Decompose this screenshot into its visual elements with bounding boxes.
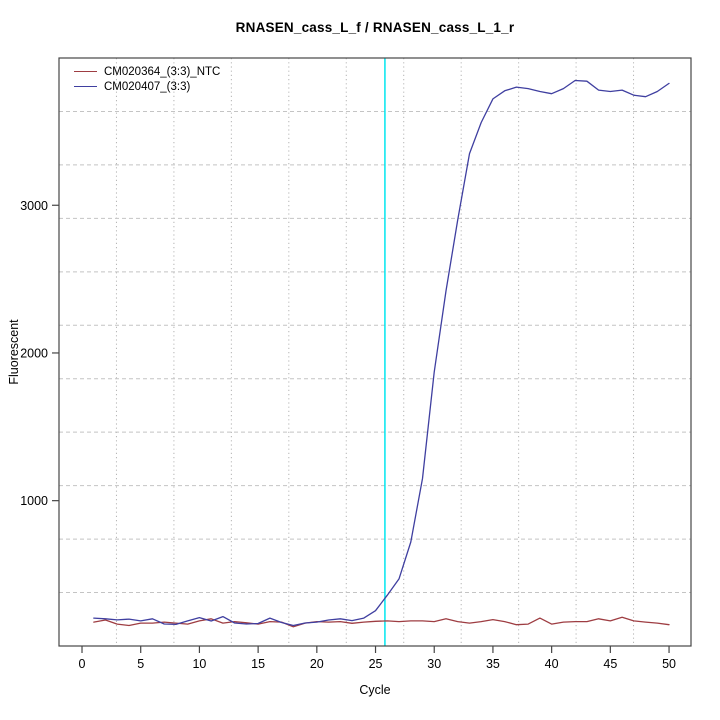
x-tick-label: 0 [79, 657, 86, 671]
y-axis-title: Fluorescent [7, 319, 21, 385]
series-line-CM020407_(3:3) [93, 79, 670, 627]
x-tick-label: 30 [427, 657, 441, 671]
x-tick-label: 15 [251, 657, 265, 671]
legend-label: CM020407_(3:3) [104, 80, 191, 93]
legend: CM020364_(3:3)_NTC CM020407_(3:3) [74, 64, 220, 94]
x-tick-label: 40 [545, 657, 559, 671]
legend-label: CM020364_(3:3)_NTC [104, 65, 221, 78]
legend-line-swatch-ntc [74, 71, 97, 72]
legend-entry: CM020407_(3:3) [74, 79, 220, 94]
legend-line-swatch-sample [74, 86, 97, 87]
x-tick-label: 5 [137, 657, 144, 671]
chart-title: RNASEN_cass_L_f / RNASEN_cass_L_1_r [235, 20, 515, 35]
x-tick-label: 35 [486, 657, 500, 671]
y-tick-label: 2000 [20, 346, 48, 360]
x-tick-label: 25 [369, 657, 383, 671]
x-axis-title: Cycle [359, 683, 390, 697]
series-line-CM020364_(3:3)_NTC [93, 616, 670, 628]
plot-box [58, 57, 692, 647]
y-tick-label: 3000 [20, 199, 48, 213]
y-tick-label: 1000 [20, 494, 48, 508]
x-tick-label: 50 [662, 657, 676, 671]
x-tick-label: 10 [192, 657, 206, 671]
x-tick-label: 20 [310, 657, 324, 671]
x-tick-label: 45 [603, 657, 617, 671]
legend-entry: CM020364_(3:3)_NTC [74, 64, 220, 79]
